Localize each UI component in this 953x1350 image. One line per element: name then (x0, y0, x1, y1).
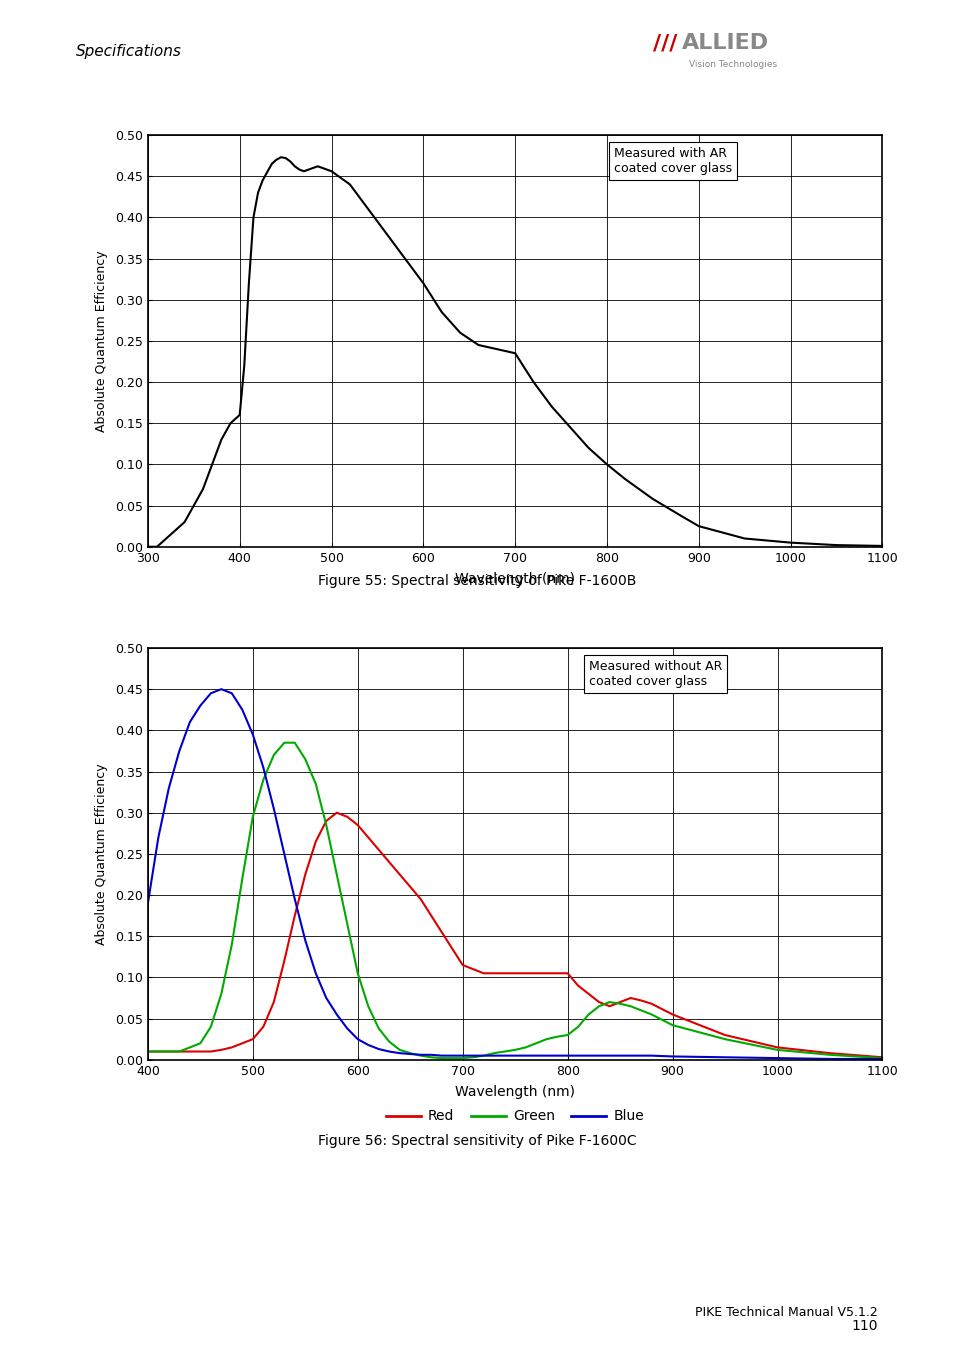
Text: Vision Technologies: Vision Technologies (688, 61, 776, 69)
Text: Measured with AR
coated cover glass: Measured with AR coated cover glass (614, 147, 732, 176)
Text: ALLIED: ALLIED (681, 34, 768, 53)
X-axis label: Wavelength (nm): Wavelength (nm) (455, 571, 575, 586)
Text: Figure 56: Spectral sensitivity of Pike F-1600C: Figure 56: Spectral sensitivity of Pike … (317, 1134, 636, 1148)
Text: ///: /// (653, 34, 678, 53)
Y-axis label: Absolute Quantum Efficiency: Absolute Quantum Efficiency (95, 763, 108, 945)
Text: Specifications: Specifications (76, 43, 182, 59)
Y-axis label: Absolute Quantum Efficiency: Absolute Quantum Efficiency (95, 250, 108, 432)
Text: Measured without AR
coated cover glass: Measured without AR coated cover glass (588, 660, 721, 688)
Legend: Red, Green, Blue: Red, Green, Blue (380, 1104, 649, 1129)
Text: Figure 55: Spectral sensitivity of Pike F-1600B: Figure 55: Spectral sensitivity of Pike … (317, 574, 636, 587)
Text: 110: 110 (850, 1319, 877, 1332)
X-axis label: Wavelength (nm): Wavelength (nm) (455, 1084, 575, 1099)
Text: PIKE Technical Manual V5.1.2: PIKE Technical Manual V5.1.2 (694, 1305, 877, 1319)
